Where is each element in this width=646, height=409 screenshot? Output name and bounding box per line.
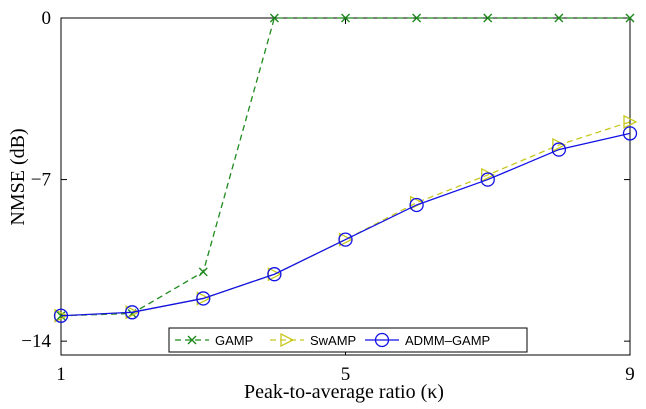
data-point xyxy=(269,13,279,23)
series-line xyxy=(60,132,631,317)
data-point xyxy=(551,142,567,157)
y-axis-label: NMSE (dB) xyxy=(7,128,29,225)
legend-label: GAMP xyxy=(215,333,253,348)
legend-box xyxy=(168,327,528,353)
legend-label: ADMM–GAMP xyxy=(405,333,490,348)
data-point xyxy=(338,232,353,247)
data-point xyxy=(267,267,282,282)
legend-label: SwAMP xyxy=(310,333,356,348)
data-point xyxy=(552,137,567,153)
series-layer xyxy=(53,13,638,323)
series-x xyxy=(56,13,635,321)
x-axis-label: Peak-to-average ratio (κ) xyxy=(244,381,444,403)
data-point xyxy=(625,13,635,23)
plot-border xyxy=(60,17,631,356)
series-circle xyxy=(53,126,638,323)
axis-ticks xyxy=(60,17,631,355)
y-tick-label: −14 xyxy=(21,331,51,352)
x-tick-label: 1 xyxy=(56,364,66,385)
x-tick-label: 9 xyxy=(625,364,635,385)
plot-area xyxy=(60,17,631,356)
data-point xyxy=(124,305,140,320)
y-tick-label: −7 xyxy=(31,170,51,191)
data-point xyxy=(409,197,424,213)
data-point xyxy=(480,172,495,187)
legend: GAMP SwAMP ADMM–GAMP xyxy=(168,327,528,353)
legend-marker xyxy=(374,332,390,348)
data-point xyxy=(622,126,638,141)
axis-tick-labels: 1 5 9 0 −7 −14 xyxy=(21,8,634,385)
x-tick-label: 5 xyxy=(341,364,351,385)
data-point xyxy=(554,13,564,23)
data-point xyxy=(623,114,638,129)
data-point xyxy=(198,267,208,277)
legend-marker xyxy=(280,332,295,348)
legend-marker xyxy=(187,335,197,345)
data-point xyxy=(196,291,211,306)
data-point xyxy=(412,13,422,23)
data-point xyxy=(341,13,350,23)
y-tick-label: 0 xyxy=(42,8,52,29)
data-point xyxy=(53,308,69,323)
data-point xyxy=(481,167,496,183)
data-point xyxy=(483,13,493,23)
